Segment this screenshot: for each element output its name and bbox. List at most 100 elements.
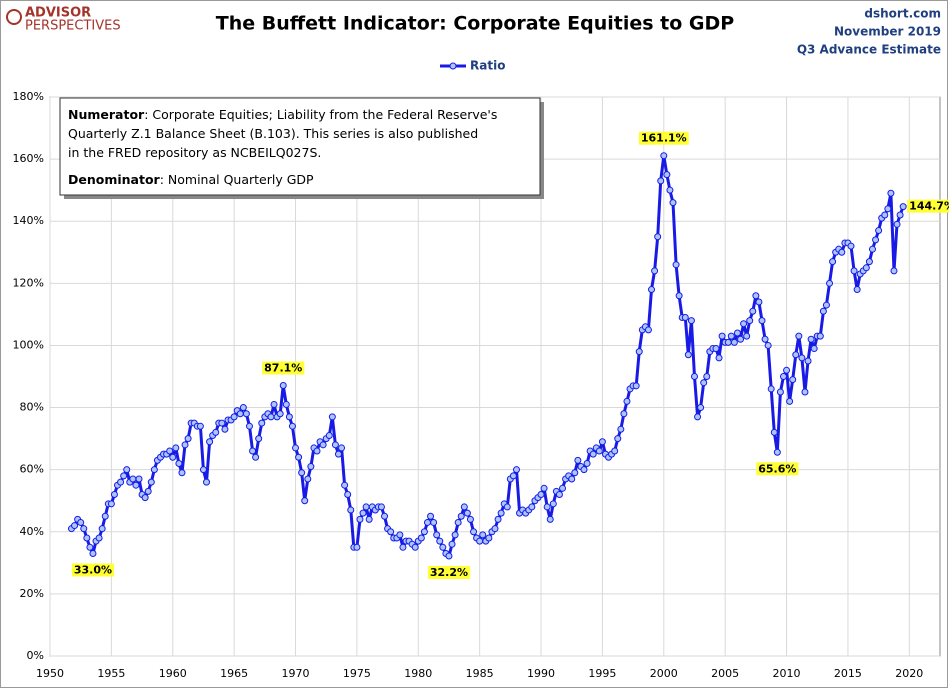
x-tick-label: 2005 [711, 667, 739, 680]
note-body: : Corporate Equities; Liability from the… [144, 107, 497, 122]
data-point [338, 444, 346, 452]
data-point [632, 382, 640, 390]
data-point [666, 186, 674, 194]
data-point [110, 491, 118, 499]
annotation-label: 65.6% [758, 462, 796, 475]
data-point [648, 286, 656, 294]
data-point [663, 171, 671, 179]
data-point [497, 509, 505, 517]
annotation-bg [638, 131, 689, 145]
x-tick-label: 1975 [343, 667, 371, 680]
data-point [328, 413, 336, 421]
data-point [430, 518, 438, 526]
data-point [614, 435, 622, 443]
data-point [331, 441, 339, 449]
data-point [80, 525, 88, 533]
annotation: 87.1% [262, 361, 305, 375]
data-point [172, 444, 180, 452]
data-point [206, 438, 214, 446]
data-point [276, 410, 284, 418]
data-point [801, 388, 809, 396]
annotation-label: 144.7% [909, 200, 949, 213]
data-point [141, 494, 149, 502]
annotation-bg [262, 361, 305, 375]
data-point [868, 245, 876, 253]
data-point [549, 500, 557, 508]
data-point [344, 491, 352, 499]
data-point [807, 335, 815, 343]
data-point [694, 413, 702, 421]
data-point [792, 351, 800, 359]
annotation-label: 161.1% [641, 132, 687, 145]
data-point [611, 447, 619, 455]
data-point [279, 382, 287, 390]
data-point [485, 534, 493, 542]
data-point [749, 307, 757, 315]
logo-icon [6, 9, 22, 25]
data-point [574, 456, 582, 464]
data-point [819, 307, 827, 315]
data-point [341, 481, 349, 489]
annotation: 161.1% [638, 131, 689, 145]
data-point [463, 509, 471, 517]
data-point [712, 345, 720, 353]
data-point [700, 379, 708, 387]
data-point [95, 534, 103, 542]
data-point [239, 404, 247, 412]
data-point [129, 475, 137, 483]
data-point [491, 525, 499, 533]
data-point [798, 354, 806, 362]
data-point [387, 528, 395, 536]
data-point [439, 543, 447, 551]
annotation: 144.7% [907, 199, 949, 213]
x-tick-label: 1960 [159, 667, 187, 680]
data-point [776, 388, 784, 396]
data-point [377, 503, 385, 511]
data-point [733, 329, 741, 337]
data-point [537, 491, 545, 499]
data-point [875, 227, 883, 235]
data-point [893, 220, 901, 228]
data-point [313, 447, 321, 455]
legend-label: Ratio [470, 59, 505, 73]
data-point [746, 317, 754, 325]
x-tick-label: 1965 [220, 667, 248, 680]
y-tick-label: 180% [13, 90, 44, 103]
data-point [779, 373, 787, 380]
data-point [724, 338, 732, 346]
annotation-bg [427, 566, 471, 580]
data-point [690, 373, 698, 380]
data-point [571, 469, 579, 477]
data-point [175, 459, 183, 467]
data-point [804, 357, 812, 365]
data-point [267, 413, 275, 421]
data-point [147, 478, 155, 486]
data-point [150, 466, 158, 474]
data-point [899, 203, 907, 211]
data-point [838, 248, 846, 256]
note-bg [59, 97, 541, 196]
data-point [715, 354, 723, 362]
data-point [540, 484, 548, 492]
data-point [132, 481, 140, 489]
data-point [181, 441, 189, 449]
data-point [546, 515, 554, 523]
data-point [672, 261, 680, 269]
data-point [620, 410, 628, 418]
data-point [657, 177, 665, 185]
data-point [580, 466, 588, 474]
data-point [123, 466, 131, 474]
data-point [743, 332, 751, 340]
annotation-bg [756, 462, 799, 476]
data-point [144, 487, 152, 495]
data-point [654, 233, 662, 241]
data-point [887, 189, 895, 197]
data-point [359, 509, 367, 517]
note-text: Quarterly Z.1 Balance Sheet (B.103). Thi… [68, 126, 478, 141]
data-point [555, 491, 563, 499]
data-point [583, 459, 591, 467]
data-point [635, 348, 643, 356]
data-point [433, 531, 441, 539]
data-point [718, 332, 726, 340]
data-point [101, 512, 109, 520]
